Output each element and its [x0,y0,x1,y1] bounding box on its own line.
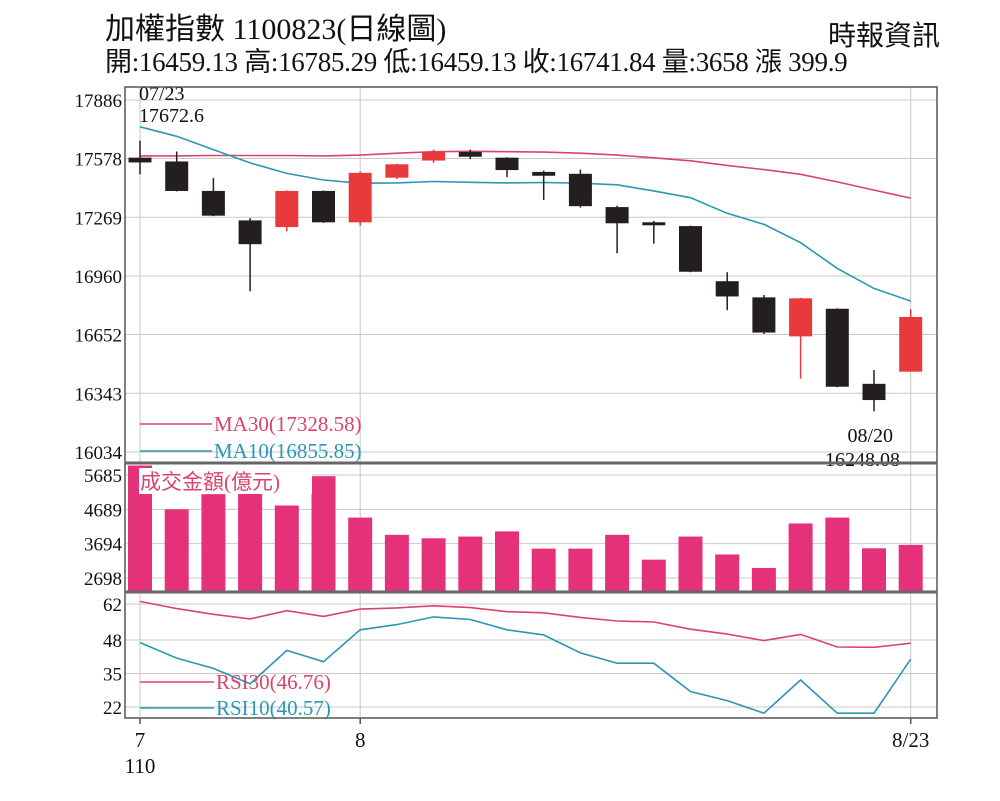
candle-body [458,151,482,157]
volume-bar [238,491,263,592]
candle-body [715,281,739,297]
ohlc-stats: 開:16459.13 高:16785.29 低:16459.13 收:16741… [105,47,848,77]
high-annotation-value: 17672.6 [139,105,204,127]
volume-bar [568,548,593,592]
volume-bar [898,544,923,592]
candle-body [899,316,923,372]
candle-body [789,298,813,337]
volume-panel: 成交金額(億元) [128,465,923,592]
volume-bar [495,531,519,592]
volume-bar [384,534,409,592]
rsi-legend-label: RSI30(46.76) [216,670,331,694]
rsi-tick-label: 62 [103,595,122,616]
candle-body [128,157,152,163]
candle-body [825,308,849,387]
candle-body [568,173,592,207]
chart-frame [124,86,938,719]
volume-tick-label: 2698 [84,569,122,590]
volume-bar [164,509,189,592]
x-tick-label: 8 [355,728,366,752]
candle-body [752,297,776,333]
candle-body [532,171,556,176]
rsi-line-30 [139,600,911,649]
price-tick-label: 16343 [75,384,123,405]
volume-bar [605,534,630,592]
rsi-legend-label: RSI10(40.57) [216,696,331,720]
candle-body [862,383,886,401]
volume-bar [458,536,483,592]
candle-body [495,157,519,171]
volume-bar [715,554,740,592]
volume-bar [348,517,373,592]
x-tick-label: 8/23 [892,728,929,752]
candle-body [201,190,225,216]
candle-body [605,207,629,224]
legend-label: MA10(16855.85) [214,439,362,463]
candle-body [385,164,409,178]
volume-bar [421,538,446,592]
candle-body [348,172,372,223]
legend-label: MA30(17328.58) [214,412,362,436]
plot-border [124,86,938,719]
price-tick-label: 16960 [75,267,123,288]
low-annotation-value: 16248.08 [825,449,900,471]
price-tick-label: 17269 [75,208,123,229]
volume-tick-label: 3694 [84,535,123,556]
price-tick-label: 16034 [75,443,123,464]
candle-body [238,220,262,245]
candle-body [312,190,335,223]
volume-bar [751,567,776,592]
candle-body [422,151,446,161]
low-annotation-date: 08/20 [847,425,893,447]
volume-bar [825,517,850,592]
rsi-tick-label: 48 [103,631,122,652]
price-tick-label: 17886 [75,91,123,112]
candle-body [679,226,702,272]
rsi-panel: RSI30(46.76)RSI10(40.57) [139,600,912,720]
volume-bar [788,523,813,592]
rsi-line-10 [139,616,912,715]
x-tick-label: 7 [135,728,146,752]
volume-title-bg [139,468,312,494]
year-label: 110 [125,754,156,778]
volume-bar [862,548,886,592]
volume-bar [531,548,556,592]
high-annotation-date: 07/23 [139,83,185,105]
volume-bar [274,505,299,592]
volume-bar [641,559,666,592]
ma10-line [139,126,911,302]
candle-body [165,161,189,191]
candle-body [275,190,299,228]
volume-title: 成交金額(億元) [140,470,280,494]
volume-bar [678,536,703,592]
candle-body [642,222,666,226]
rsi-tick-label: 35 [103,665,122,686]
chart-title: 加權指數 1100823(日線圖) [105,13,447,46]
volume-tick-label: 4689 [84,500,122,521]
source-label: 時報資訊 [827,21,940,52]
price-tick-label: 16652 [75,326,123,347]
grid-lines [125,87,937,718]
volume-tick-label: 5685 [84,466,122,487]
volume-bar [201,494,226,592]
rsi-tick-label: 22 [103,698,122,719]
ma30-line [140,150,911,199]
price-tick-label: 17578 [75,150,123,171]
volume-bar [311,476,336,592]
